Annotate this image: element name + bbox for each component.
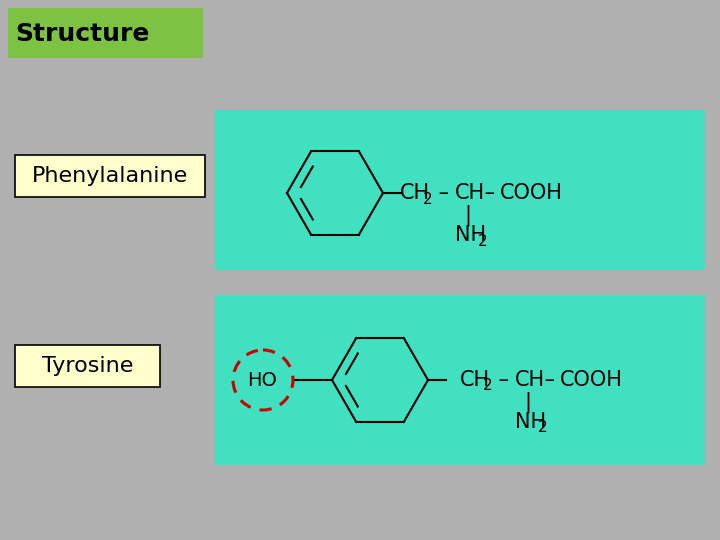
Bar — [215, 295, 705, 465]
Text: NH: NH — [455, 225, 486, 245]
Text: –: – — [432, 183, 456, 203]
Text: COOH: COOH — [500, 183, 563, 203]
Text: 2: 2 — [478, 233, 487, 248]
Text: Tyrosine: Tyrosine — [42, 356, 133, 376]
Text: |: | — [464, 204, 471, 226]
Bar — [15, 155, 205, 197]
Text: 2: 2 — [483, 379, 492, 394]
Text: CH: CH — [455, 183, 485, 203]
Text: CH: CH — [460, 370, 490, 390]
Bar — [215, 110, 705, 270]
Text: COOH: COOH — [560, 370, 623, 390]
Text: NH: NH — [515, 412, 546, 432]
Bar — [8, 8, 203, 58]
Text: CH: CH — [400, 183, 430, 203]
Text: 2: 2 — [423, 192, 433, 206]
Text: Structure: Structure — [15, 22, 149, 46]
Bar — [15, 345, 160, 387]
Text: Phenylalanine: Phenylalanine — [32, 166, 188, 186]
Text: 2: 2 — [538, 421, 548, 435]
Text: –: – — [538, 370, 562, 390]
Text: –: – — [492, 370, 516, 390]
Text: –: – — [478, 183, 502, 203]
Text: HO: HO — [247, 370, 277, 389]
Text: CH: CH — [515, 370, 545, 390]
Text: |: | — [524, 392, 531, 413]
